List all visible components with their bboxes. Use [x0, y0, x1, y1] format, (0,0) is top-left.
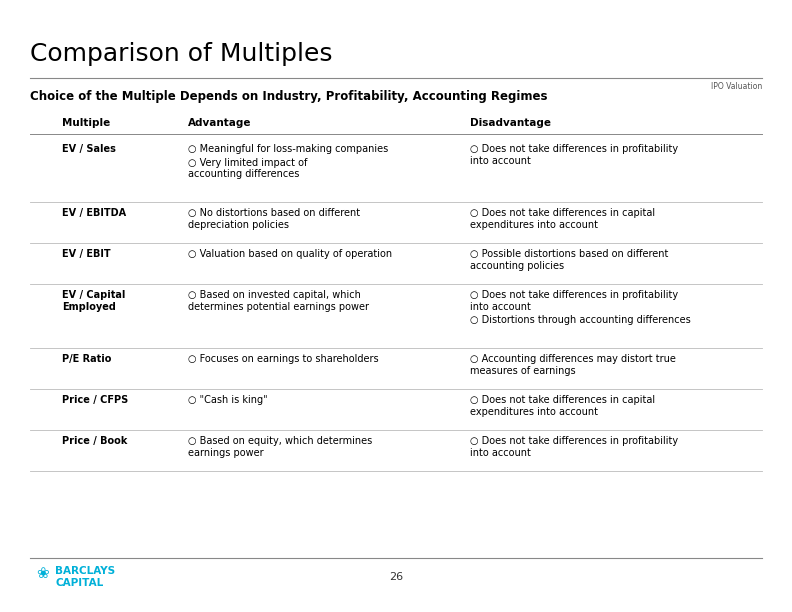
- Text: P/E Ratio: P/E Ratio: [62, 354, 111, 364]
- Text: ○ "Cash is king": ○ "Cash is king": [188, 395, 268, 405]
- Text: ○ Very limited impact of
accounting differences: ○ Very limited impact of accounting diff…: [188, 157, 308, 179]
- Text: ○ Does not take differences in profitability
into account: ○ Does not take differences in profitabi…: [470, 436, 678, 458]
- Text: ❀: ❀: [36, 566, 49, 581]
- Text: IPO Valuation: IPO Valuation: [710, 82, 762, 91]
- Text: ○ Distortions through accounting differences: ○ Distortions through accounting differe…: [470, 315, 691, 325]
- Text: ○ Does not take differences in capital
expenditures into account: ○ Does not take differences in capital e…: [470, 395, 655, 417]
- Text: ○ Does not take differences in profitability
into account: ○ Does not take differences in profitabi…: [470, 290, 678, 312]
- Text: ○ Based on equity, which determines
earnings power: ○ Based on equity, which determines earn…: [188, 436, 373, 458]
- Text: Disadvantage: Disadvantage: [470, 118, 550, 128]
- Text: ○ No distortions based on different
depreciation policies: ○ No distortions based on different depr…: [188, 208, 360, 230]
- Text: ○ Accounting differences may distort true
measures of earnings: ○ Accounting differences may distort tru…: [470, 354, 676, 376]
- Text: 26: 26: [389, 572, 403, 582]
- Text: Comparison of Multiples: Comparison of Multiples: [30, 42, 333, 66]
- Text: Advantage: Advantage: [188, 118, 252, 128]
- Text: Choice of the Multiple Depends on Industry, Profitability, Accounting Regimes: Choice of the Multiple Depends on Indust…: [30, 90, 547, 103]
- Text: EV / EBIT: EV / EBIT: [62, 249, 110, 259]
- Text: Multiple: Multiple: [62, 118, 110, 128]
- Text: EV / Capital
Employed: EV / Capital Employed: [62, 290, 125, 312]
- Text: ○ Possible distortions based on different
accounting policies: ○ Possible distortions based on differen…: [470, 249, 668, 271]
- Text: EV / Sales: EV / Sales: [62, 144, 116, 154]
- Text: ○ Does not take differences in profitability
into account: ○ Does not take differences in profitabi…: [470, 144, 678, 166]
- Text: ○ Meaningful for loss-making companies: ○ Meaningful for loss-making companies: [188, 144, 389, 154]
- Text: ○ Based on invested capital, which
determines potential earnings power: ○ Based on invested capital, which deter…: [188, 290, 369, 312]
- Text: ○ Valuation based on quality of operation: ○ Valuation based on quality of operatio…: [188, 249, 393, 259]
- Text: Price / Book: Price / Book: [62, 436, 127, 446]
- Text: ○ Focuses on earnings to shareholders: ○ Focuses on earnings to shareholders: [188, 354, 379, 364]
- Text: BARCLAYS
CAPITAL: BARCLAYS CAPITAL: [55, 566, 115, 588]
- Text: ○ Does not take differences in capital
expenditures into account: ○ Does not take differences in capital e…: [470, 208, 655, 230]
- Text: EV / EBITDA: EV / EBITDA: [62, 208, 126, 218]
- Text: Price / CFPS: Price / CFPS: [62, 395, 128, 405]
